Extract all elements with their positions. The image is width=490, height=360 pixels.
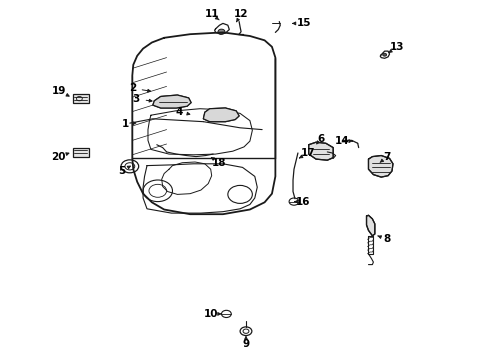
Text: 5: 5 bbox=[118, 166, 125, 176]
Text: 14: 14 bbox=[335, 136, 349, 146]
Circle shape bbox=[383, 53, 387, 56]
Polygon shape bbox=[368, 156, 393, 177]
Text: 15: 15 bbox=[296, 18, 311, 28]
Polygon shape bbox=[203, 108, 239, 122]
Text: 18: 18 bbox=[212, 158, 227, 168]
Text: 20: 20 bbox=[51, 152, 66, 162]
Polygon shape bbox=[309, 142, 333, 160]
Text: 10: 10 bbox=[203, 309, 218, 319]
Text: 9: 9 bbox=[243, 339, 249, 349]
Circle shape bbox=[218, 29, 225, 34]
Text: 4: 4 bbox=[175, 107, 183, 117]
Text: 17: 17 bbox=[300, 148, 315, 158]
Text: 11: 11 bbox=[204, 9, 219, 19]
Text: 3: 3 bbox=[133, 94, 140, 104]
Text: 8: 8 bbox=[384, 234, 391, 244]
Text: 16: 16 bbox=[295, 197, 310, 207]
Text: 7: 7 bbox=[383, 152, 391, 162]
Text: 12: 12 bbox=[234, 9, 248, 19]
Polygon shape bbox=[367, 215, 375, 236]
Text: 6: 6 bbox=[318, 134, 324, 144]
Text: 1: 1 bbox=[122, 119, 128, 129]
Polygon shape bbox=[73, 148, 89, 157]
Text: 13: 13 bbox=[390, 42, 404, 52]
Polygon shape bbox=[73, 94, 89, 103]
Text: 2: 2 bbox=[129, 83, 136, 93]
Polygon shape bbox=[153, 95, 191, 108]
Text: 19: 19 bbox=[51, 86, 66, 96]
